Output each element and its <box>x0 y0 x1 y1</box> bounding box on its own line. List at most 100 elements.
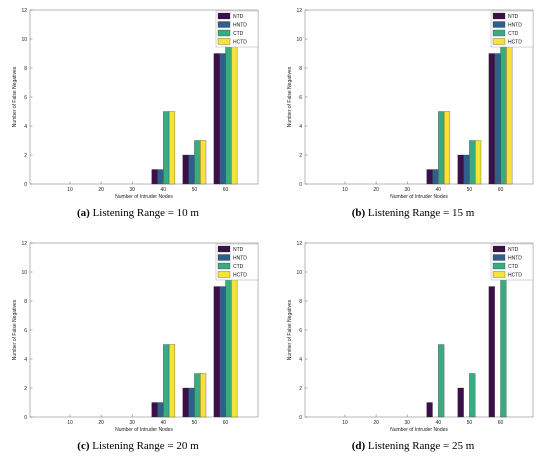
bar-hctd-50 <box>475 140 482 185</box>
caption-c: (c) Listening Range = 20 m <box>8 440 268 452</box>
x-tick-label: 50 <box>467 187 473 193</box>
legend-label: HCTD <box>233 273 247 279</box>
legend-swatch <box>217 271 231 278</box>
legend-label: NTD <box>233 247 244 253</box>
caption-text: Listening Range = 20 m <box>92 440 199 452</box>
y-tick-label: 4 <box>24 357 27 363</box>
caption-text: Listening Range = 25 m <box>367 440 475 452</box>
legend-label: HNTD <box>508 23 522 29</box>
bar-ctd-50 <box>469 140 476 185</box>
bar-ntd-50 <box>182 154 189 185</box>
legend-swatch <box>217 12 231 20</box>
y-tick-label: 10 <box>296 270 302 276</box>
y-tick-label: 4 <box>299 124 302 130</box>
caption-d: (d) Listening Range = 25 m <box>283 440 543 452</box>
legend-swatch <box>492 12 506 20</box>
legend-swatch <box>217 254 231 261</box>
legend-label: NTD <box>508 14 519 20</box>
legend-label: CTD <box>508 31 519 37</box>
y-tick-label: 12 <box>21 8 27 14</box>
bar-hctd-60 <box>506 38 513 185</box>
bar-hctd-50 <box>200 140 207 185</box>
y-axis-label: Number of False Negatives <box>12 299 18 360</box>
bar-ntd-40 <box>151 402 158 418</box>
legend-label: HCTD <box>233 40 247 46</box>
panel-c: 0 2 4 6 8 10 12 10 20 30 40 50 60 Number of Intruder … <box>0 233 275 466</box>
legend-label: HCTD <box>508 40 522 46</box>
y-tick-label: 6 <box>24 328 27 334</box>
x-tick-label: 60 <box>223 187 229 193</box>
y-tick-label: 8 <box>299 66 302 72</box>
legend-label: CTD <box>508 264 519 270</box>
y-tick-label: 6 <box>299 95 302 101</box>
bar-hntd-60 <box>219 286 226 418</box>
bar-chart-b: 0 2 4 6 8 10 12 10 20 30 40 50 60 Number of Intruder … <box>287 8 534 200</box>
caption-text: Listening Range = 15 m <box>367 207 475 219</box>
y-tick-label: 0 <box>24 182 27 188</box>
x-tick-label: 30 <box>129 187 135 193</box>
legend-swatch <box>492 271 506 278</box>
bar-ctd-50 <box>194 140 201 185</box>
bar-hntd-50 <box>188 387 195 418</box>
bar-hctd-60 <box>231 271 238 418</box>
x-tick-label: 30 <box>404 420 410 426</box>
x-tick-label: 20 <box>373 420 379 426</box>
x-axis-label: Number of Intruder Nodes <box>390 427 448 433</box>
legend-swatch <box>492 21 506 28</box>
legend-label: CTD <box>233 264 244 270</box>
y-tick-label: 10 <box>21 37 27 43</box>
y-tick-label: 0 <box>299 182 302 188</box>
bar-ntd-40 <box>426 169 433 185</box>
legend-label: HNTD <box>508 256 522 262</box>
x-axis-label: Number of Intruder Nodes <box>390 194 448 200</box>
x-tick-label: 60 <box>498 420 504 426</box>
x-axis-label: Number of Intruder Nodes <box>115 194 173 200</box>
bar-ctd-40 <box>163 344 170 418</box>
legend-swatch <box>217 21 231 28</box>
x-axis-label: Number of Intruder Nodes <box>115 427 173 433</box>
bar-ctd-40 <box>163 111 170 185</box>
caption-a: (a) Listening Range = 10 m <box>8 207 268 219</box>
y-tick-label: 8 <box>24 299 27 305</box>
y-tick-label: 6 <box>24 95 27 101</box>
y-tick-label: 8 <box>24 66 27 72</box>
x-tick-label: 50 <box>192 420 198 426</box>
bar-ntd-60 <box>213 53 220 185</box>
bar-chart-c: 0 2 4 6 8 10 12 10 20 30 40 50 60 Number of Intruder … <box>12 241 259 433</box>
y-tick-label: 4 <box>24 124 27 130</box>
bar-ctd-60 <box>500 271 507 418</box>
y-axis-label: Number of False Negatives <box>12 66 18 127</box>
legend-swatch <box>492 38 506 45</box>
legend-swatch <box>492 245 506 253</box>
x-tick-label: 10 <box>67 420 73 426</box>
bar-chart-d: 0 2 4 6 8 10 12 10 20 30 40 50 60 Number of Intruder … <box>287 241 534 433</box>
bar-ntd-40 <box>151 169 158 185</box>
x-tick-label: 50 <box>192 187 198 193</box>
bar-hntd-40 <box>432 169 439 185</box>
legend-swatch <box>217 38 231 45</box>
y-tick-label: 0 <box>299 415 302 421</box>
y-tick-label: 2 <box>299 153 302 159</box>
caption-b: (b) Listening Range = 15 m <box>283 207 543 219</box>
y-tick-label: 6 <box>299 328 302 334</box>
y-tick-label: 10 <box>21 270 27 276</box>
bar-hntd-40 <box>157 169 164 185</box>
bar-hntd-50 <box>463 154 470 185</box>
legend-swatch <box>217 245 231 253</box>
y-tick-label: 4 <box>299 357 302 363</box>
legend-swatch <box>492 254 506 261</box>
caption-tag: (b) <box>351 207 366 219</box>
y-axis-label: Number of False Negatives <box>287 66 293 127</box>
bar-ctd-50 <box>469 373 476 418</box>
bar-hctd-40 <box>168 344 176 418</box>
bar-ctd-40 <box>438 111 445 185</box>
bar-hctd-40 <box>443 111 451 185</box>
y-tick-label: 12 <box>21 241 27 247</box>
x-tick-label: 20 <box>98 420 104 426</box>
x-tick-label: 10 <box>342 420 348 426</box>
y-axis-label: Number of False Negatives <box>287 299 293 360</box>
bar-hctd-50 <box>200 373 207 418</box>
y-tick-label: 2 <box>24 386 27 392</box>
legend-label: HNTD <box>233 23 247 29</box>
bar-ntd-50 <box>457 154 464 185</box>
